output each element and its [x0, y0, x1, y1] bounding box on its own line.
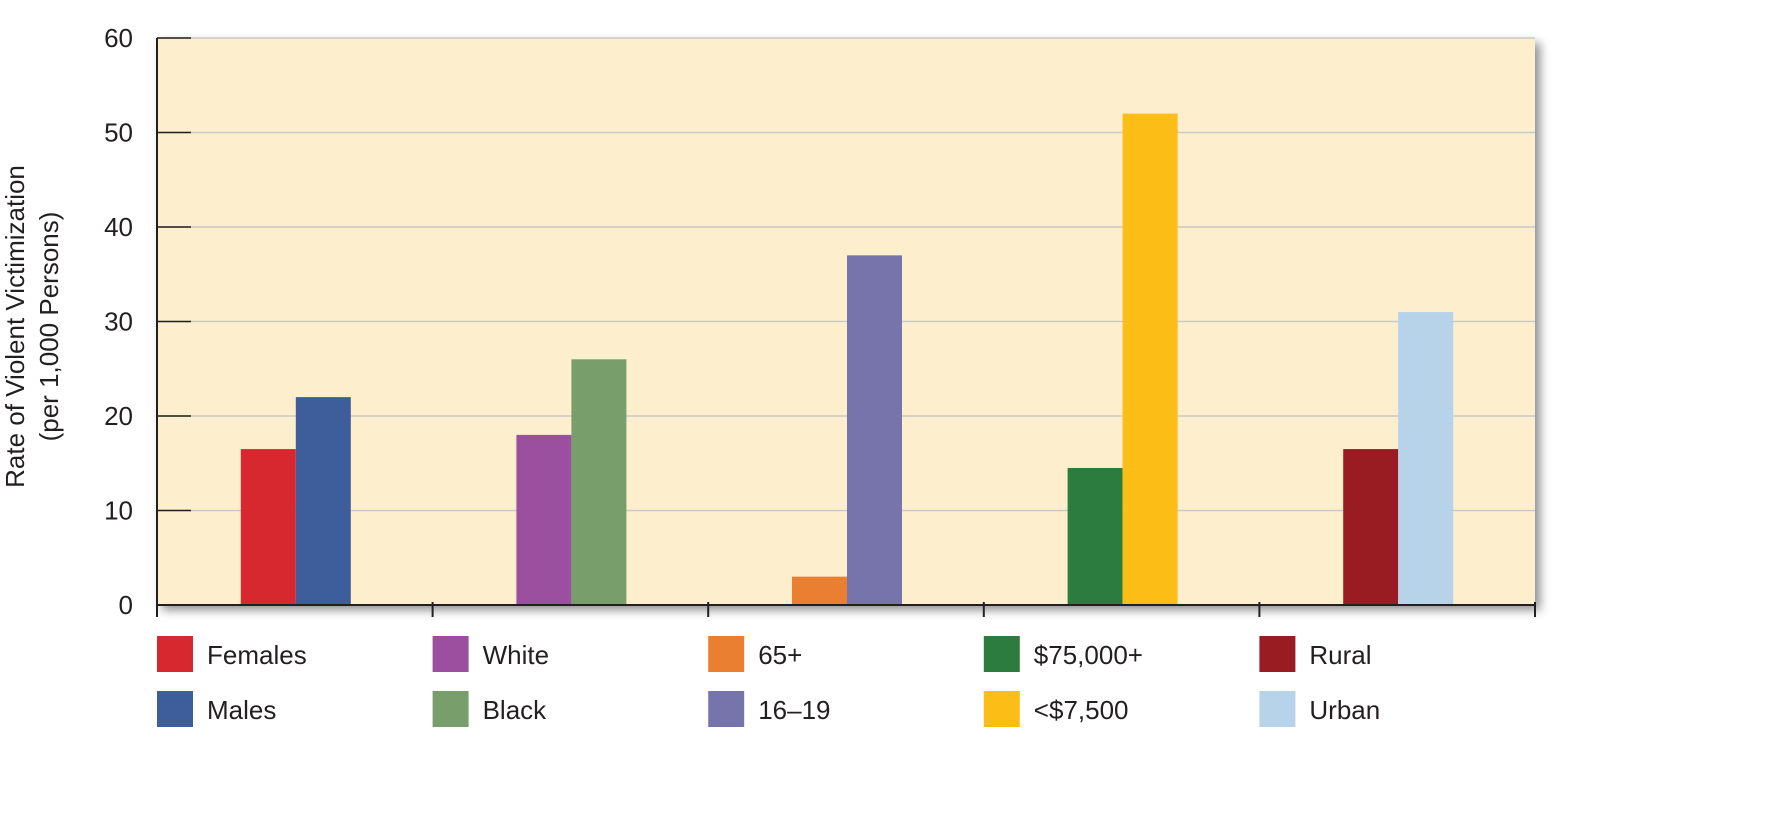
legend-swatch [1259, 691, 1296, 727]
y-tick-label: 0 [119, 590, 133, 620]
bar [1398, 312, 1454, 605]
bar [1067, 467, 1123, 605]
legend: Females Males White Black 65+ 16–19 $75,000+ <$… [157, 636, 1380, 727]
legend-label: 16–19 [758, 695, 830, 725]
bars [240, 113, 1454, 605]
legend-label: Urban [1309, 695, 1380, 725]
y-tick-label: 30 [104, 307, 133, 337]
y-tick-label: 40 [104, 212, 133, 242]
bar [240, 449, 296, 605]
legend-swatch [708, 636, 745, 672]
gridlines [157, 37, 1535, 512]
bar [792, 576, 847, 605]
legend-swatch [983, 636, 1020, 672]
legend-label: Black [483, 695, 548, 725]
bar [1122, 113, 1178, 605]
y-tick-label: 10 [104, 496, 133, 526]
legend-label: Females [207, 640, 307, 670]
legend-swatch [432, 691, 469, 727]
y-tick-label: 60 [104, 23, 133, 53]
y-tick-label: 20 [104, 401, 133, 431]
legend-label: 65+ [758, 640, 802, 670]
legend-label: Males [207, 695, 276, 725]
bar [516, 434, 572, 605]
bar [571, 359, 627, 605]
y-axis-title-line1: Rate of Violent Victimization [0, 165, 30, 488]
legend-label: White [483, 640, 549, 670]
y-tick-label: 50 [104, 118, 133, 148]
bar [295, 397, 351, 605]
bar [847, 255, 902, 605]
legend-swatch [157, 691, 193, 727]
legend-swatch [1259, 636, 1296, 672]
legend-swatch [157, 636, 193, 672]
y-axis-title-line2: (per 1,000 Persons) [34, 212, 64, 442]
legend-label: Rural [1309, 640, 1371, 670]
axes [156, 37, 1536, 617]
legend-swatch [983, 691, 1020, 727]
legend-swatch [708, 691, 745, 727]
y-tick-labels: 0 10 20 30 40 50 60 [104, 23, 133, 620]
bar [1343, 449, 1399, 605]
legend-swatch [432, 636, 469, 672]
legend-label: $75,000+ [1034, 640, 1143, 670]
legend-label: <$7,500 [1034, 695, 1129, 725]
